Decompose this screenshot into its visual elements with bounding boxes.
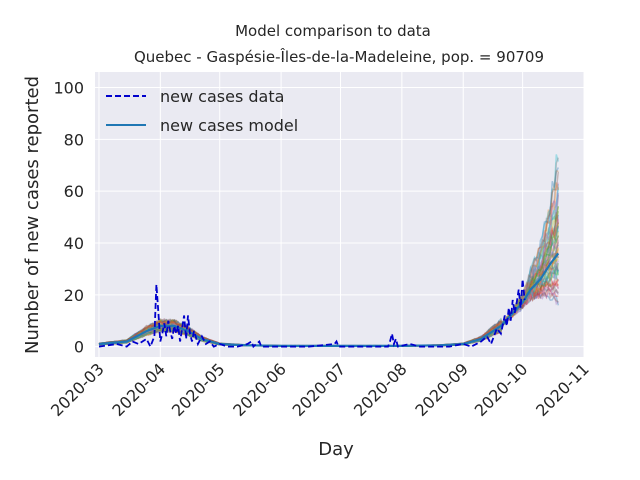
x-axis-label: Day: [318, 439, 354, 460]
x-tick-label: 2020-03: [47, 359, 108, 420]
y-tick-label: 20: [64, 286, 84, 305]
y-tick-label: 60: [64, 182, 84, 201]
series: [98, 252, 560, 349]
x-tick-label: 2020-10: [471, 359, 532, 420]
y-axis-label: Number of new cases reported: [22, 76, 43, 354]
x-tick-label: 2020-05: [168, 359, 229, 420]
x-tick-label: 2020-11: [532, 359, 593, 420]
legend: new cases data new cases model: [106, 87, 298, 135]
legend-label-data: new cases data: [160, 87, 284, 106]
chart-title-line1: Model comparison to data: [235, 22, 431, 40]
x-tick-label: 2020-04: [108, 359, 169, 420]
x-tick-label: 2020-09: [411, 359, 472, 420]
chart-title-line2: Quebec - Gaspésie-Îles-de-la-Madeleine, …: [134, 47, 544, 66]
legend-label-model: new cases model: [160, 116, 298, 135]
y-tick-label: 40: [64, 234, 84, 253]
y-tick-label: 100: [53, 79, 84, 98]
y-tick-labels: 0 20 40 60 80 100: [53, 79, 84, 357]
data-series-line: [98, 279, 526, 349]
y-tick-label: 0: [74, 338, 84, 357]
x-tick-label: 2020-06: [229, 359, 290, 420]
y-tick-label: 80: [64, 130, 84, 149]
x-tick-label: 2020-08: [350, 359, 411, 420]
plot-background: [95, 72, 584, 357]
x-tick-label: 2020-07: [289, 359, 350, 420]
